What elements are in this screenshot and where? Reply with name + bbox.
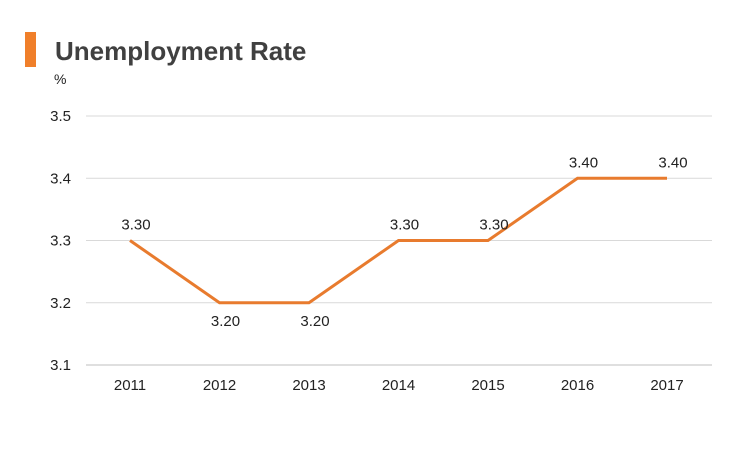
y-tick-label: 3.2 (50, 295, 71, 312)
data-label: 3.20 (211, 313, 240, 330)
y-tick-label: 3.4 (50, 170, 71, 187)
x-tick-label: 2015 (471, 377, 504, 394)
y-axis-unit-label: % (54, 71, 66, 87)
axes: % 3.1 3.2 3.3 3.4 3.5 2011 2012 2013 2014 2015 2016… (50, 71, 684, 394)
data-label: 3.40 (658, 154, 687, 171)
title-accent-bar (25, 32, 36, 67)
data-label: 3.30 (479, 217, 508, 234)
data-label: 3.40 (569, 154, 598, 171)
series (129, 176, 667, 305)
x-tick-label: 2013 (292, 377, 325, 394)
data-label: 3.20 (300, 313, 329, 330)
data-label: 3.30 (121, 217, 150, 234)
data-labels: 3.30 3.20 3.20 3.30 3.30 3.40 3.40 (121, 154, 687, 330)
x-tick-label: 2014 (382, 377, 415, 394)
x-tick-label: 2017 (650, 377, 683, 394)
y-tick-label: 3.5 (50, 108, 71, 125)
x-tick-label: 2011 (114, 377, 146, 394)
x-tick-label: 2016 (561, 377, 594, 394)
series-line (129, 176, 667, 305)
x-tick-label: 2012 (203, 377, 236, 394)
y-tick-label: 3.1 (50, 357, 71, 374)
data-label: 3.30 (390, 217, 419, 234)
y-tick-label: 3.3 (50, 233, 71, 250)
chart-title: Unemployment Rate (55, 36, 307, 66)
